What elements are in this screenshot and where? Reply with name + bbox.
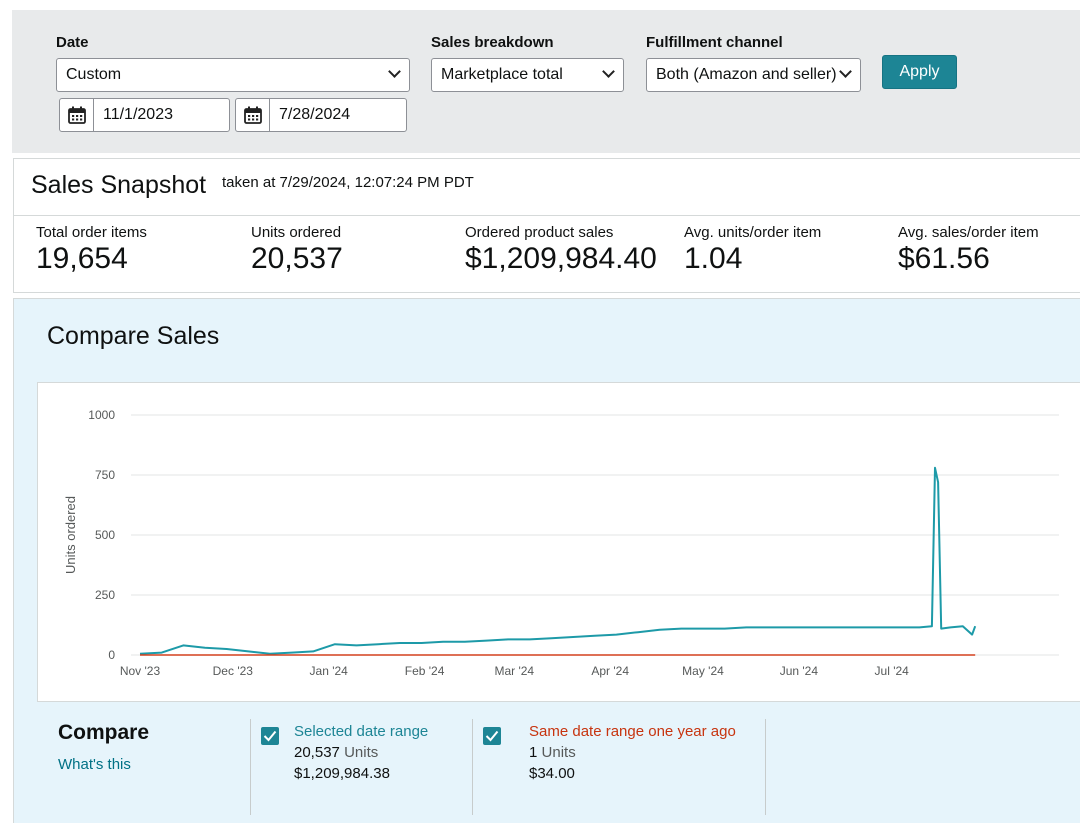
legend-name: Selected date range	[294, 723, 429, 740]
date-range-select[interactable]: Custom	[56, 58, 410, 92]
compare-heading: Compare	[58, 721, 150, 744]
legend-name: Same date range one year ago	[529, 723, 736, 740]
x-tick-label: Dec '23	[213, 664, 254, 678]
metric-units-ordered: Units ordered 20,537	[251, 224, 343, 276]
compare-sales-section: Compare Sales 0 250 500 750 1000 Nov '23 Dec '…	[13, 298, 1080, 823]
channel-label: Fulfillment channel	[646, 34, 783, 51]
sales-breakdown-select[interactable]: Marketplace total	[431, 58, 624, 92]
y-tick-label: 0	[108, 648, 115, 662]
metric-ordered-product-sales: Ordered product sales $1,209,984.40	[465, 224, 657, 276]
y-tick-label: 250	[95, 588, 115, 602]
legend-units: 1	[529, 744, 538, 761]
fulfillment-channel-select[interactable]: Both (Amazon and seller)	[646, 58, 861, 92]
units-ordered-chart: 0 250 500 750 1000 Nov '23 Dec '23 Jan '24 Feb '…	[37, 382, 1080, 702]
metric-label: Total order items	[36, 224, 147, 241]
y-axis-label: Units ordered	[63, 496, 78, 574]
calendar-icon[interactable]	[236, 99, 270, 131]
start-date-field[interactable]: 11/1/2023	[59, 98, 230, 132]
end-date-field[interactable]: 7/28/2024	[235, 98, 407, 132]
divider	[472, 719, 473, 815]
y-tick-label: 1000	[88, 408, 115, 422]
metric-label: Ordered product sales	[465, 224, 614, 241]
selected-range-checkbox[interactable]	[261, 727, 279, 745]
x-tick-label: Jul '24	[875, 664, 910, 678]
y-tick-label: 500	[95, 528, 115, 542]
metric-label: Units ordered	[251, 224, 342, 241]
breakdown-value: Marketplace total	[441, 66, 563, 83]
x-tick-label: May '24	[682, 664, 724, 678]
legend-units-label: Units	[541, 744, 576, 761]
checkmark-icon	[263, 730, 277, 742]
divider	[250, 719, 251, 815]
whats-this-link[interactable]: What's this	[58, 756, 131, 773]
metric-avg-sales-per-order-item: Avg. sales/order item $61.56	[898, 224, 1039, 276]
metric-label: Avg. units/order item	[684, 224, 822, 241]
filter-bar: Date Custom 11/1/2023 7/28/2024 Sales br…	[12, 10, 1080, 153]
metric-label: Avg. sales/order item	[898, 224, 1039, 241]
x-tick-label: Jun '24	[780, 664, 819, 678]
year-ago-range-checkbox[interactable]	[483, 727, 501, 745]
x-tick-label: Nov '23	[120, 664, 161, 678]
snapshot-metrics: Total order items 19,654 Units ordered 2…	[13, 216, 1080, 293]
snapshot-title: Sales Snapshot	[31, 171, 207, 199]
breakdown-label: Sales breakdown	[431, 34, 554, 51]
chevron-down-icon	[602, 65, 615, 78]
metric-value: 19,654	[36, 242, 128, 275]
start-date-value: 11/1/2023	[103, 106, 173, 123]
calendar-icon[interactable]	[60, 99, 94, 131]
legend-selected-range: Selected date range 20,537 Units $1,209,…	[294, 721, 428, 784]
x-tick-label: Apr '24	[591, 664, 629, 678]
legend-sales: $34.00	[529, 765, 575, 782]
date-label: Date	[56, 34, 89, 51]
y-tick-label: 750	[95, 468, 115, 482]
legend-year-ago-range: Same date range one year ago 1 Units $34…	[529, 721, 739, 784]
chart-svg: 0 250 500 750 1000 Nov '23 Dec '23 Jan '24 Feb '…	[63, 408, 1059, 678]
checkmark-icon	[485, 730, 499, 742]
x-tick-label: Mar '24	[494, 664, 534, 678]
chevron-down-icon	[839, 65, 852, 78]
divider	[765, 719, 766, 815]
x-tick-label: Feb '24	[405, 664, 445, 678]
apply-button[interactable]: Apply	[882, 55, 957, 89]
legend-units: 20,537	[294, 744, 340, 761]
chevron-down-icon	[388, 65, 401, 78]
metric-value: $61.56	[898, 242, 990, 275]
channel-value: Both (Amazon and seller)	[656, 66, 837, 83]
metric-value: 1.04	[684, 242, 743, 275]
metric-avg-units-per-order-item: Avg. units/order item 1.04	[684, 224, 821, 276]
snapshot-timestamp: taken at 7/29/2024, 12:07:24 PM PDT	[222, 174, 474, 191]
series-line-selected-range	[139, 466, 977, 655]
date-range-value: Custom	[66, 66, 122, 83]
legend-units-label: Units	[344, 744, 379, 761]
snapshot-header: Sales Snapshot taken at 7/29/2024, 12:07…	[13, 158, 1080, 216]
x-tick-label: Jan '24	[310, 664, 349, 678]
metric-value: 20,537	[251, 242, 343, 275]
end-date-value: 7/28/2024	[279, 106, 351, 123]
metric-total-order-items: Total order items 19,654	[36, 224, 147, 276]
compare-sales-title: Compare Sales	[47, 322, 220, 350]
metric-value: $1,209,984.40	[465, 242, 657, 275]
legend-sales: $1,209,984.38	[294, 765, 390, 782]
